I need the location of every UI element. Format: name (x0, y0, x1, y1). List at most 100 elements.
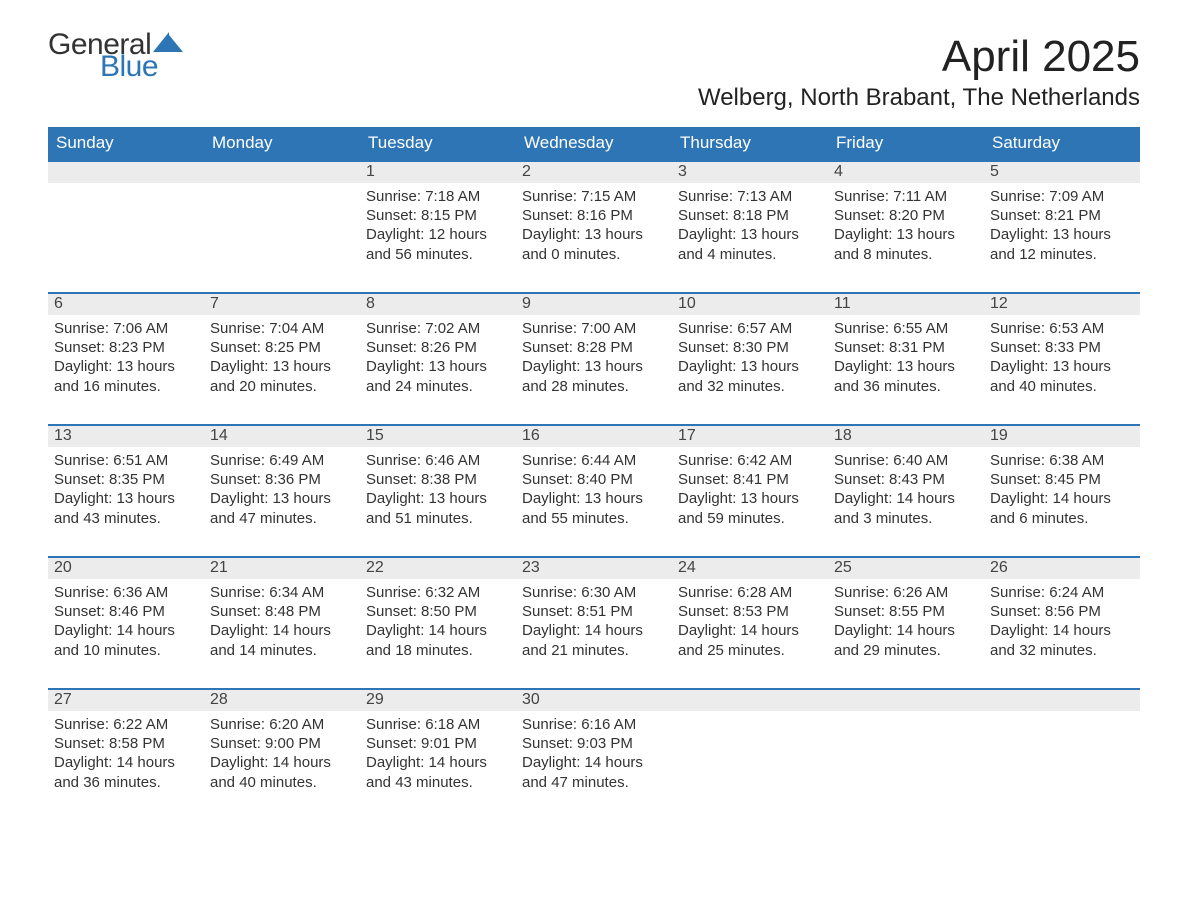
sunrise-text: Sunrise: 6:18 AM (366, 715, 510, 734)
day-number-cell: 9 (516, 293, 672, 315)
sunrise-text: Sunrise: 6:28 AM (678, 583, 822, 602)
day-content-cell: Sunrise: 7:18 AMSunset: 8:15 PMDaylight:… (360, 183, 516, 293)
calendar-day-header: Thursday (672, 127, 828, 161)
day-content-cell: Sunrise: 6:49 AMSunset: 8:36 PMDaylight:… (204, 447, 360, 557)
sunset-text: Sunset: 8:15 PM (366, 206, 510, 225)
day-number-cell: 7 (204, 293, 360, 315)
day-content-cell: Sunrise: 6:18 AMSunset: 9:01 PMDaylight:… (360, 711, 516, 821)
sunrise-text: Sunrise: 6:46 AM (366, 451, 510, 470)
day-number-cell: 26 (984, 557, 1140, 579)
day-number-cell (48, 161, 204, 183)
day-content-cell: Sunrise: 6:34 AMSunset: 8:48 PMDaylight:… (204, 579, 360, 689)
daylight-text: Daylight: 13 hours and 28 minutes. (522, 357, 666, 395)
day-content-cell: Sunrise: 6:22 AMSunset: 8:58 PMDaylight:… (48, 711, 204, 821)
sunrise-text: Sunrise: 6:57 AM (678, 319, 822, 338)
sunset-text: Sunset: 8:16 PM (522, 206, 666, 225)
daylight-text: Daylight: 14 hours and 21 minutes. (522, 621, 666, 659)
day-content-cell (828, 711, 984, 821)
day-content-cell (984, 711, 1140, 821)
day-content-cell: Sunrise: 7:02 AMSunset: 8:26 PMDaylight:… (360, 315, 516, 425)
day-content-cell: Sunrise: 6:44 AMSunset: 8:40 PMDaylight:… (516, 447, 672, 557)
sunset-text: Sunset: 8:25 PM (210, 338, 354, 357)
daylight-text: Daylight: 13 hours and 40 minutes. (990, 357, 1134, 395)
daylight-text: Daylight: 14 hours and 32 minutes. (990, 621, 1134, 659)
calendar-daynum-row: 27282930 (48, 689, 1140, 711)
day-number-cell: 27 (48, 689, 204, 711)
sunset-text: Sunset: 8:40 PM (522, 470, 666, 489)
day-content-cell: Sunrise: 7:13 AMSunset: 8:18 PMDaylight:… (672, 183, 828, 293)
sunset-text: Sunset: 8:28 PM (522, 338, 666, 357)
daylight-text: Daylight: 13 hours and 0 minutes. (522, 225, 666, 263)
day-number-cell (984, 689, 1140, 711)
sunset-text: Sunset: 8:23 PM (54, 338, 198, 357)
day-content-cell: Sunrise: 7:06 AMSunset: 8:23 PMDaylight:… (48, 315, 204, 425)
sunrise-text: Sunrise: 7:15 AM (522, 187, 666, 206)
daylight-text: Daylight: 14 hours and 3 minutes. (834, 489, 978, 527)
calendar-content-row: Sunrise: 6:22 AMSunset: 8:58 PMDaylight:… (48, 711, 1140, 821)
sunrise-text: Sunrise: 6:32 AM (366, 583, 510, 602)
day-number-cell: 21 (204, 557, 360, 579)
day-number-cell: 3 (672, 161, 828, 183)
day-content-cell: Sunrise: 6:46 AMSunset: 8:38 PMDaylight:… (360, 447, 516, 557)
sunset-text: Sunset: 8:20 PM (834, 206, 978, 225)
day-content-cell: Sunrise: 6:40 AMSunset: 8:43 PMDaylight:… (828, 447, 984, 557)
day-number-cell (828, 689, 984, 711)
sunrise-text: Sunrise: 6:49 AM (210, 451, 354, 470)
sunset-text: Sunset: 8:31 PM (834, 338, 978, 357)
day-number-cell: 6 (48, 293, 204, 315)
day-number-cell: 5 (984, 161, 1140, 183)
calendar-daynum-row: 13141516171819 (48, 425, 1140, 447)
sunset-text: Sunset: 8:53 PM (678, 602, 822, 621)
sunset-text: Sunset: 8:51 PM (522, 602, 666, 621)
calendar-day-header: Wednesday (516, 127, 672, 161)
day-content-cell: Sunrise: 6:51 AMSunset: 8:35 PMDaylight:… (48, 447, 204, 557)
sunset-text: Sunset: 9:03 PM (522, 734, 666, 753)
daylight-text: Daylight: 13 hours and 4 minutes. (678, 225, 822, 263)
sunrise-text: Sunrise: 7:09 AM (990, 187, 1134, 206)
calendar-day-header: Friday (828, 127, 984, 161)
day-content-cell (48, 183, 204, 293)
calendar-daynum-row: 12345 (48, 161, 1140, 183)
calendar-daynum-row: 20212223242526 (48, 557, 1140, 579)
calendar-daynum-row: 6789101112 (48, 293, 1140, 315)
sunrise-text: Sunrise: 6:16 AM (522, 715, 666, 734)
sunrise-text: Sunrise: 6:20 AM (210, 715, 354, 734)
sunrise-text: Sunrise: 6:55 AM (834, 319, 978, 338)
day-number-cell: 28 (204, 689, 360, 711)
daylight-text: Daylight: 14 hours and 47 minutes. (522, 753, 666, 791)
sunrise-text: Sunrise: 6:22 AM (54, 715, 198, 734)
daylight-text: Daylight: 13 hours and 20 minutes. (210, 357, 354, 395)
day-number-cell: 4 (828, 161, 984, 183)
sunrise-text: Sunrise: 6:26 AM (834, 583, 978, 602)
daylight-text: Daylight: 14 hours and 6 minutes. (990, 489, 1134, 527)
header: General Blue April 2025 (48, 30, 1140, 82)
sunrise-text: Sunrise: 6:40 AM (834, 451, 978, 470)
daylight-text: Daylight: 13 hours and 43 minutes. (54, 489, 198, 527)
sunset-text: Sunset: 8:33 PM (990, 338, 1134, 357)
sunset-text: Sunset: 8:36 PM (210, 470, 354, 489)
sunrise-text: Sunrise: 7:06 AM (54, 319, 198, 338)
daylight-text: Daylight: 14 hours and 36 minutes. (54, 753, 198, 791)
day-number-cell: 13 (48, 425, 204, 447)
day-content-cell: Sunrise: 6:28 AMSunset: 8:53 PMDaylight:… (672, 579, 828, 689)
day-number-cell: 29 (360, 689, 516, 711)
day-content-cell: Sunrise: 6:32 AMSunset: 8:50 PMDaylight:… (360, 579, 516, 689)
sunrise-text: Sunrise: 7:18 AM (366, 187, 510, 206)
sunrise-text: Sunrise: 6:51 AM (54, 451, 198, 470)
location-subtitle: Welberg, North Brabant, The Netherlands (48, 84, 1140, 112)
sunset-text: Sunset: 8:58 PM (54, 734, 198, 753)
brand-logo: General Blue (48, 30, 183, 82)
day-number-cell: 2 (516, 161, 672, 183)
daylight-text: Daylight: 14 hours and 40 minutes. (210, 753, 354, 791)
daylight-text: Daylight: 13 hours and 55 minutes. (522, 489, 666, 527)
day-number-cell: 14 (204, 425, 360, 447)
day-content-cell (204, 183, 360, 293)
sunset-text: Sunset: 8:55 PM (834, 602, 978, 621)
sunset-text: Sunset: 8:41 PM (678, 470, 822, 489)
day-content-cell: Sunrise: 6:57 AMSunset: 8:30 PMDaylight:… (672, 315, 828, 425)
sunset-text: Sunset: 8:18 PM (678, 206, 822, 225)
sunrise-text: Sunrise: 7:13 AM (678, 187, 822, 206)
sunset-text: Sunset: 8:35 PM (54, 470, 198, 489)
calendar-content-row: Sunrise: 6:36 AMSunset: 8:46 PMDaylight:… (48, 579, 1140, 689)
day-number-cell: 17 (672, 425, 828, 447)
